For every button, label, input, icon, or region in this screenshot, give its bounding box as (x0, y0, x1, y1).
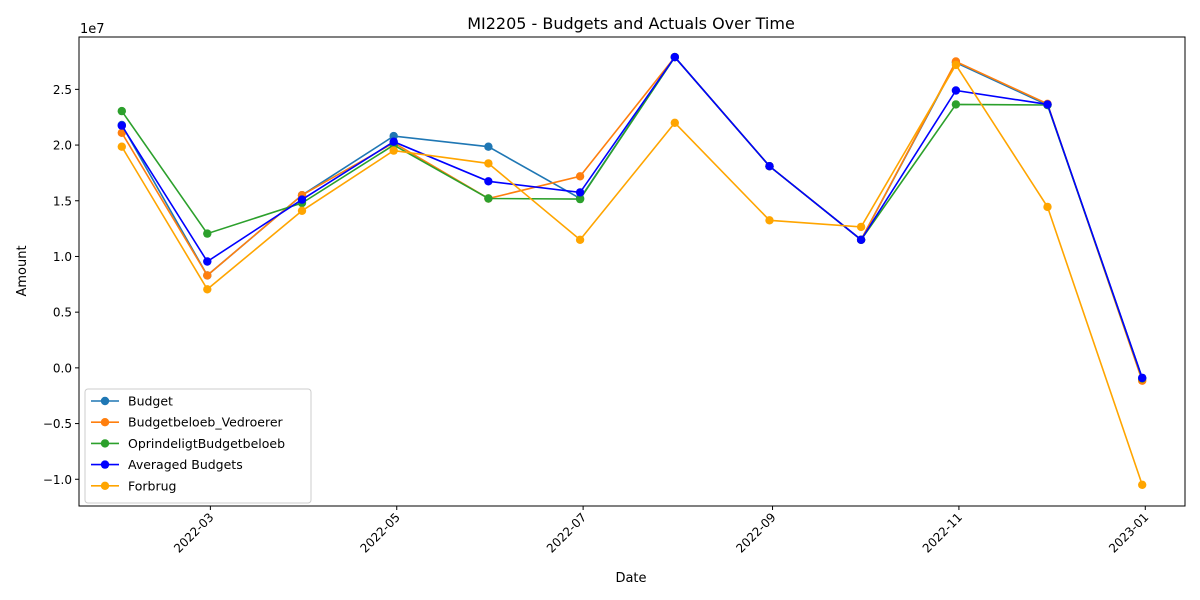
legend-swatch-marker (100, 439, 110, 448)
plot-frame (78, 36, 1186, 507)
data-point (670, 118, 679, 128)
data-point (856, 235, 866, 244)
legend-swatch-marker (100, 418, 110, 427)
data-point (484, 142, 493, 151)
x-axis-label: Date (615, 571, 646, 586)
data-point (575, 188, 585, 197)
series-0 (117, 52, 1147, 383)
legend-label: Averaged Budgets (128, 457, 243, 472)
legend-item: Averaged Budgets (91, 457, 243, 472)
data-point (117, 106, 127, 116)
series-3 (117, 52, 1147, 383)
x-tick-label: 2022-03 (171, 510, 216, 555)
data-point (856, 222, 866, 232)
series-layer (117, 52, 1147, 489)
data-point (575, 194, 585, 204)
data-point (951, 100, 961, 109)
legend-item: Budget (91, 394, 173, 409)
x-tick-label: 2022-11 (920, 510, 965, 555)
data-point (1138, 480, 1147, 489)
legend: Budget Budgetbeloeb_Vedroerer OprindeligtB… (84, 388, 312, 504)
y-tick-label: 2.0 (53, 139, 72, 153)
data-point (575, 172, 585, 181)
data-point (951, 86, 961, 95)
legend-box (84, 388, 312, 504)
legend-swatch-marker (100, 481, 110, 490)
data-point (575, 235, 585, 244)
legend-item: Budgetbeloeb_Vedroerer (91, 415, 284, 430)
data-point (297, 195, 307, 204)
data-point (203, 271, 212, 280)
legend-label: OprindeligtBudgetbeloeb (128, 436, 285, 451)
y-tick-label: 1.5 (53, 194, 72, 208)
data-point (117, 128, 127, 137)
series-2 (117, 52, 1147, 383)
series-line (121, 55, 1143, 379)
legend-item: Forbrug (91, 478, 176, 493)
legend-label: Budget (128, 394, 173, 409)
y-tick-label: −1.0 (43, 473, 72, 487)
data-point (951, 60, 961, 70)
data-point (765, 162, 774, 171)
y-tick-label: 0.0 (53, 361, 72, 375)
legend-item: OprindeligtBudgetbeloeb (91, 436, 285, 451)
legend-swatch-marker (100, 396, 110, 406)
data-point (117, 142, 127, 151)
y-tick-label: 2.5 (53, 83, 72, 97)
legend-swatch-marker (100, 460, 110, 469)
y-tick-label: −0.5 (43, 417, 72, 431)
chart-title: MI2205 - Budgets and Actuals Over Time (467, 14, 795, 33)
legend-label: Budgetbeloeb_Vedroerer (128, 415, 284, 430)
data-point (1043, 202, 1052, 212)
x-tick-label: 2022-05 (358, 510, 403, 555)
y-offset-label: 1e7 (80, 22, 105, 37)
y-tick-label: 1.0 (53, 250, 72, 264)
data-point (389, 137, 398, 146)
data-point (765, 216, 774, 225)
data-point (484, 194, 493, 203)
x-axis-ticks: 2022-03 2022-05 2022-07 2022-09 2022-11 2023-… (171, 506, 1151, 556)
y-axis-ticks: −1.0 −0.5 0.0 0.5 1.0 1.5 2.0 2.5 (43, 83, 79, 487)
series-line (121, 55, 1143, 379)
data-point (484, 159, 493, 168)
y-axis-label: Amount (15, 245, 30, 296)
x-tick-label: 2022-07 (544, 510, 589, 555)
data-point (117, 121, 127, 130)
data-point (1138, 373, 1147, 383)
series-line (121, 63, 1143, 486)
data-point (389, 146, 398, 155)
data-point (203, 285, 212, 294)
data-point (670, 52, 679, 62)
y-tick-label: 0.5 (53, 306, 72, 320)
data-point (203, 229, 212, 238)
data-point (297, 206, 307, 215)
series-line (121, 55, 1143, 381)
data-point (484, 177, 493, 186)
series-4 (117, 60, 1147, 489)
data-point (1043, 100, 1052, 109)
legend-label: Forbrug (128, 478, 176, 493)
x-tick-label: 2022-09 (733, 510, 778, 555)
data-point (203, 257, 212, 266)
x-tick-label: 2023-01 (1106, 510, 1151, 555)
